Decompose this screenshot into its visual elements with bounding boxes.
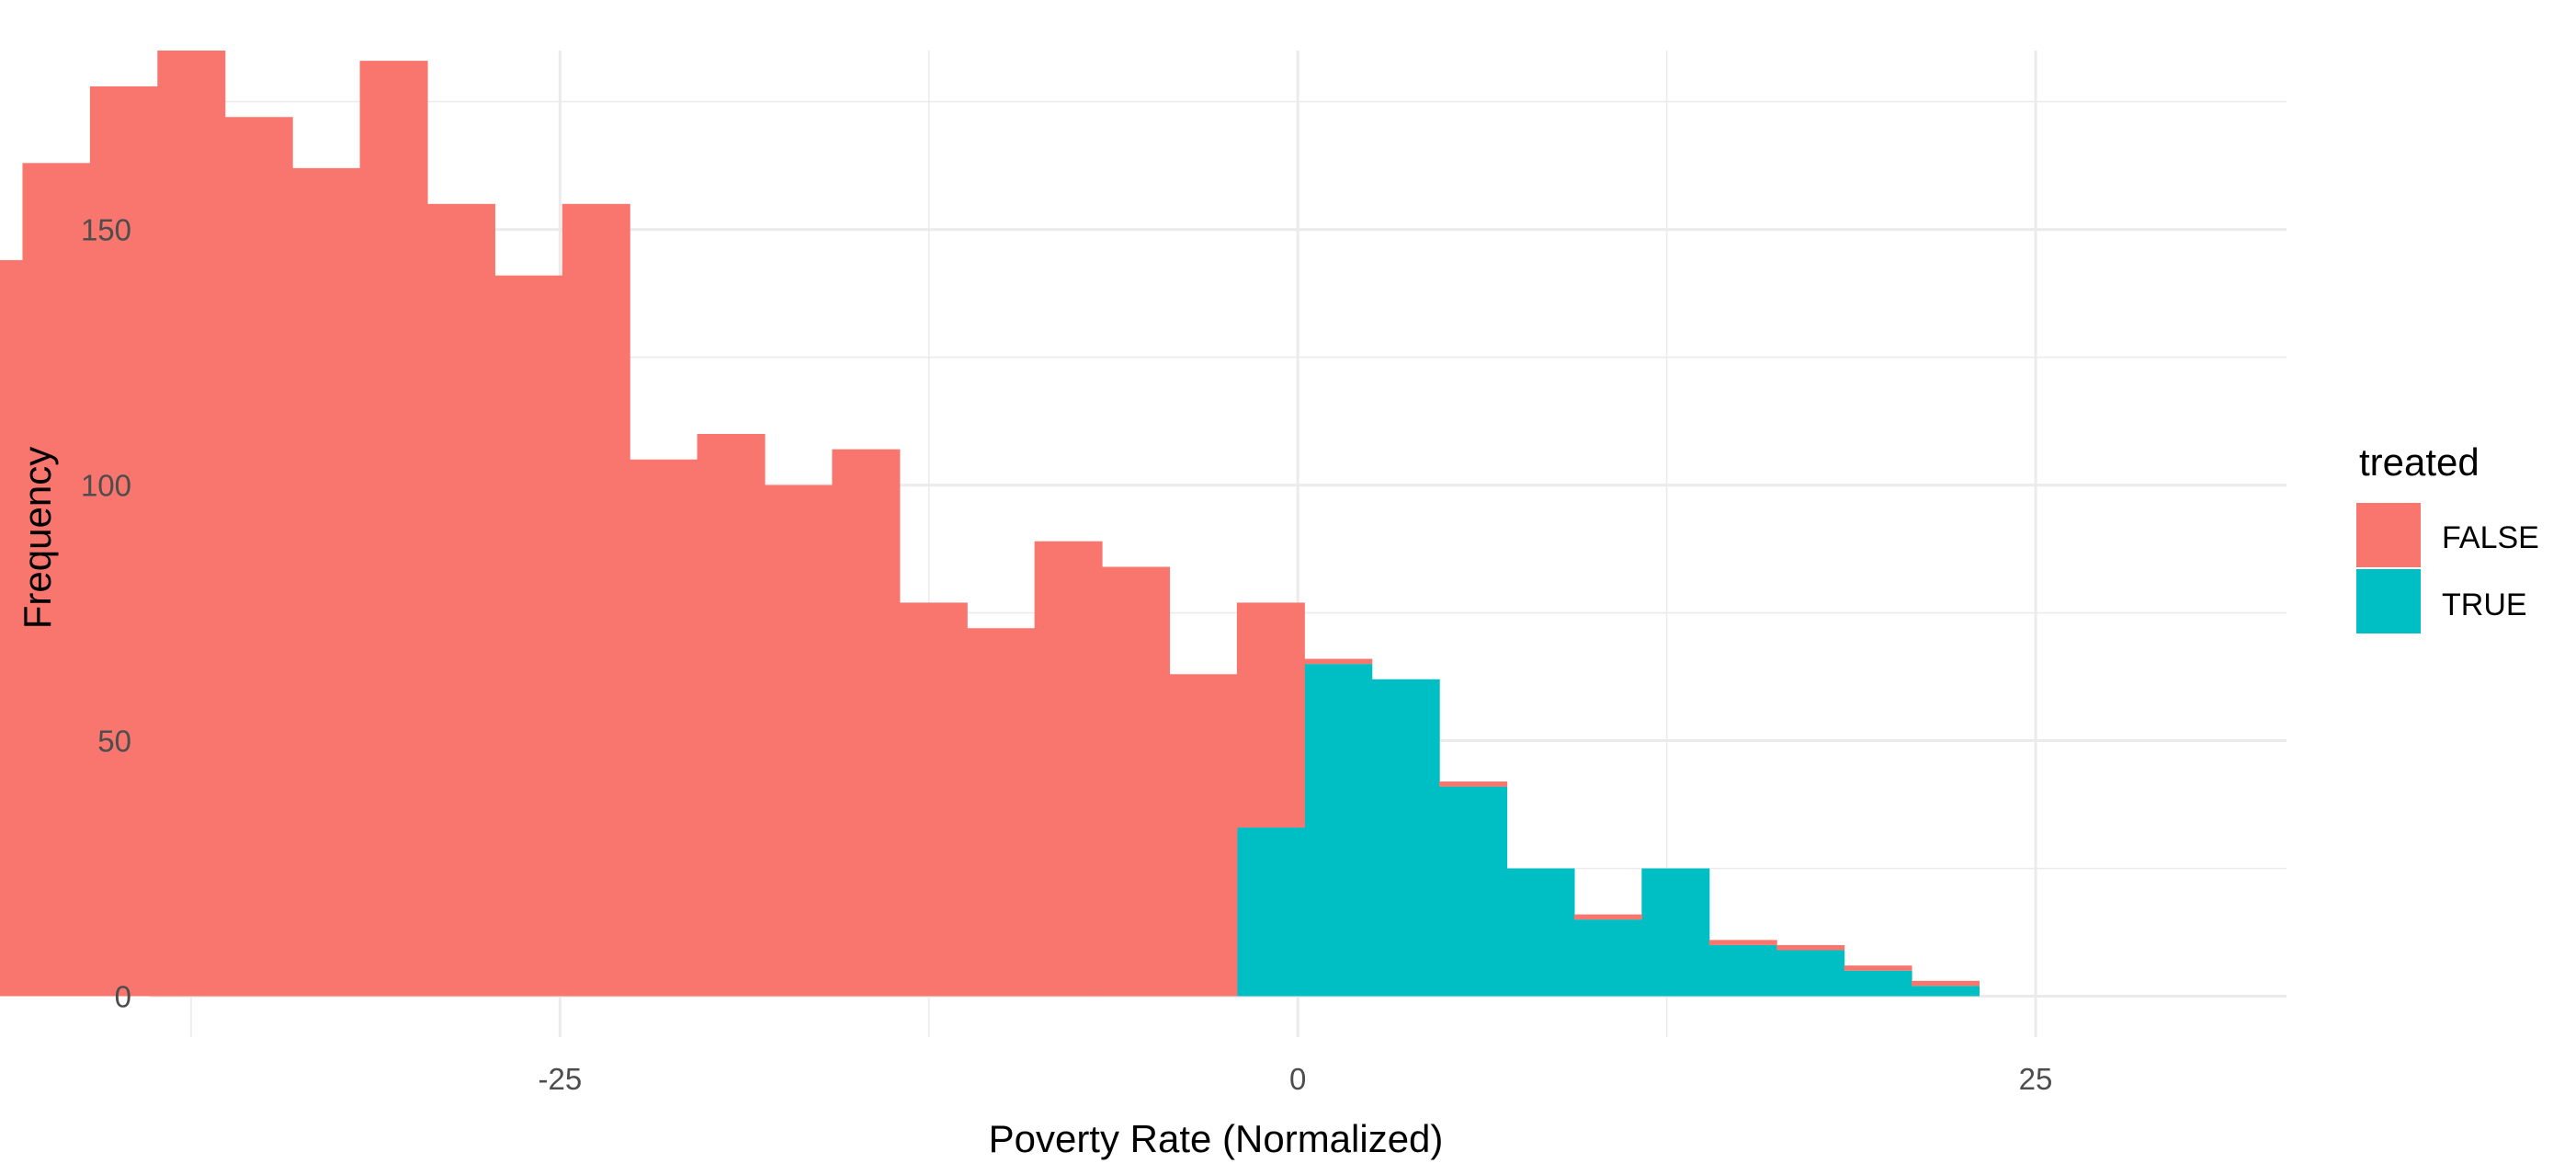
y-tick-label: 150: [81, 213, 131, 247]
histogram-bar-false: [764, 485, 833, 997]
histogram-bar-false: [494, 275, 563, 997]
histogram-bar-true: [1506, 868, 1575, 997]
histogram-bar-false: [292, 167, 361, 997]
x-axis-title: Poverty Rate (Normalized): [989, 1117, 1444, 1160]
histogram-bar-false: [562, 203, 630, 997]
histogram-bar-false: [426, 203, 495, 997]
histogram-bar-true: [1236, 827, 1305, 997]
histogram-bar-false: [832, 449, 901, 997]
histogram-bar-false: [697, 433, 766, 997]
histogram-bar-true: [1371, 679, 1440, 997]
histogram-bar-true: [1573, 919, 1642, 997]
histogram-bar-true: [1776, 950, 1845, 997]
x-tick-label: -25: [539, 1062, 583, 1096]
histogram-bar-false: [1236, 602, 1305, 828]
histogram-bar-false: [1708, 940, 1777, 945]
legend: treated FALSE TRUE: [2356, 440, 2539, 633]
histogram-bar-true: [1911, 986, 1980, 997]
histogram-bar-false: [22, 163, 91, 997]
histogram-bar-true: [1708, 944, 1777, 997]
histogram-bar-false: [0, 259, 24, 997]
histogram-bar-false: [359, 61, 428, 997]
histogram-bar-false: [1102, 566, 1171, 997]
histogram-bar-false: [1034, 541, 1103, 997]
histogram-bar-false: [1169, 674, 1238, 997]
histogram-bar-true: [1844, 970, 1912, 997]
histogram-bar-false: [1304, 658, 1373, 665]
histogram-bar-false: [1573, 914, 1642, 920]
histogram-bar-false: [630, 459, 698, 997]
legend-label-false: FALSE: [2442, 520, 2539, 555]
legend-title: treated: [2359, 440, 2480, 484]
legend-key-true: [2356, 569, 2421, 633]
y-tick-label: 100: [81, 469, 131, 503]
histogram-bar-true: [1641, 868, 1710, 997]
histogram-bar-false: [89, 86, 158, 997]
histogram-bar-true: [1304, 664, 1373, 997]
histogram-bar-false: [1776, 944, 1845, 951]
x-axis-ticks: -25 0 25: [539, 1062, 2053, 1096]
y-tick-label: 50: [97, 724, 131, 759]
histogram-bar-false: [967, 628, 1036, 997]
histogram-bar-true: [1439, 786, 1508, 997]
histogram-bars: [0, 51, 1980, 997]
x-tick-label: 0: [1289, 1062, 1306, 1096]
y-tick-label: 0: [115, 980, 131, 1014]
histogram-bar-false: [157, 51, 226, 997]
histogram-bar-false: [899, 602, 968, 997]
legend-key-false: [2356, 503, 2421, 567]
histogram-bar-false: [1844, 965, 1912, 971]
x-tick-label: 25: [2019, 1062, 2053, 1096]
y-axis-ticks: 0 50 100 150: [81, 213, 131, 1014]
histogram-bar-false: [1439, 781, 1508, 787]
histogram-bar-false: [1911, 980, 1980, 987]
y-axis-title: Frequency: [16, 447, 59, 629]
legend-label-true: TRUE: [2442, 588, 2527, 622]
histogram-bar-false: [224, 117, 293, 997]
